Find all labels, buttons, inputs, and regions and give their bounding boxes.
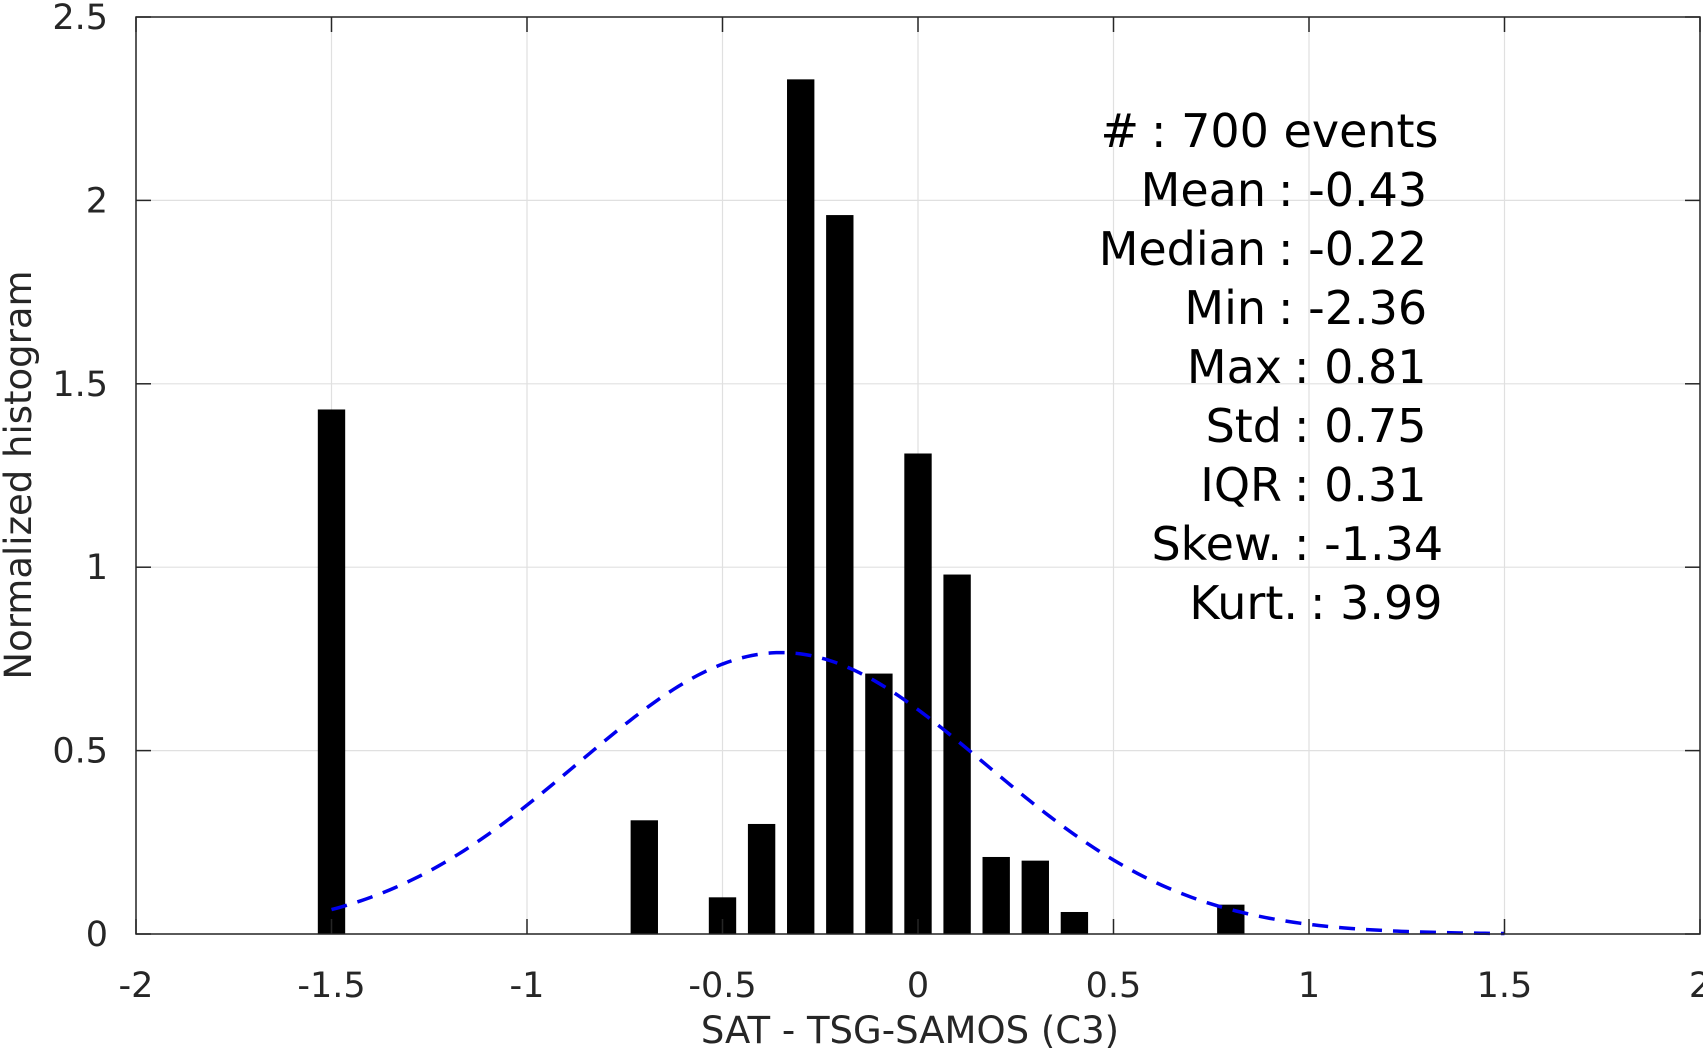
histogram-bar bbox=[904, 453, 932, 934]
stat-value: : -0.43 bbox=[1278, 163, 1427, 217]
y-tick-label: 2 bbox=[86, 181, 108, 221]
histogram-bar bbox=[1060, 911, 1089, 934]
y-tick-label: 0.5 bbox=[52, 732, 108, 772]
histogram-bar bbox=[317, 409, 346, 934]
x-tick-label: 0.5 bbox=[1086, 966, 1142, 1006]
x-tick-label: -2 bbox=[119, 966, 154, 1006]
stat-label: # bbox=[1100, 104, 1139, 158]
stat-label: Kurt. bbox=[1189, 576, 1298, 630]
axes-frame bbox=[135, 16, 1701, 935]
normal-fit-curve bbox=[331, 650, 1505, 936]
stat-label: Median bbox=[1099, 222, 1266, 276]
histogram-bar bbox=[787, 79, 815, 934]
y-tick-label: 2.5 bbox=[52, 0, 108, 38]
stat-value: : 0.31 bbox=[1294, 458, 1427, 512]
stat-label: Min bbox=[1184, 281, 1266, 335]
histogram-bar bbox=[1217, 904, 1245, 934]
stat-value: : -2.36 bbox=[1278, 281, 1427, 335]
stat-value: : -0.22 bbox=[1278, 222, 1427, 276]
histogram-bar bbox=[747, 823, 776, 934]
y-tick-label: 1.5 bbox=[52, 365, 108, 405]
y-axis-label: Normalized histogram bbox=[0, 270, 40, 679]
plot-border bbox=[135, 16, 1701, 935]
stat-label: Max bbox=[1187, 340, 1282, 394]
stat-label: Std bbox=[1206, 399, 1282, 453]
x-tick-label: -1 bbox=[510, 966, 545, 1006]
histogram-bar bbox=[826, 215, 854, 934]
x-axis-label: SAT - TSG-SAMOS (C3) bbox=[701, 1009, 1119, 1052]
stat-value: : 0.75 bbox=[1294, 399, 1427, 453]
x-tick-label: 2 bbox=[1689, 966, 1703, 1006]
stat-label: Mean bbox=[1141, 163, 1266, 217]
histogram-bar bbox=[630, 820, 658, 934]
stat-label: IQR bbox=[1200, 458, 1282, 512]
stat-value: : 3.99 bbox=[1310, 576, 1443, 630]
x-tick-label: 1.5 bbox=[1477, 966, 1533, 1006]
y-tick-label: 1 bbox=[86, 548, 108, 588]
stat-value: : 700 events bbox=[1151, 104, 1439, 158]
stat-label: Skew. bbox=[1151, 517, 1282, 571]
histogram-bars bbox=[317, 79, 1245, 934]
histogram-bar bbox=[1021, 860, 1049, 934]
histogram-bar bbox=[865, 673, 893, 934]
x-tick-label: 1 bbox=[1298, 966, 1320, 1006]
x-tick-label: -0.5 bbox=[688, 966, 756, 1006]
fit-curve bbox=[331, 650, 1505, 936]
histogram-bar bbox=[982, 856, 1010, 934]
x-tick-label: -1.5 bbox=[297, 966, 365, 1006]
stat-value: : 0.81 bbox=[1294, 340, 1427, 394]
tick-labels: -2 -1.5 -1 -0.5 0 0.5 1 1.5 2 0 0.5 1 1.5 2 2.5 bbox=[52, 0, 1703, 1006]
stat-value: : -1.34 bbox=[1294, 517, 1443, 571]
y-tick-label: 0 bbox=[86, 915, 108, 955]
x-tick-label: 0 bbox=[907, 966, 929, 1006]
histogram-bar bbox=[943, 574, 971, 934]
